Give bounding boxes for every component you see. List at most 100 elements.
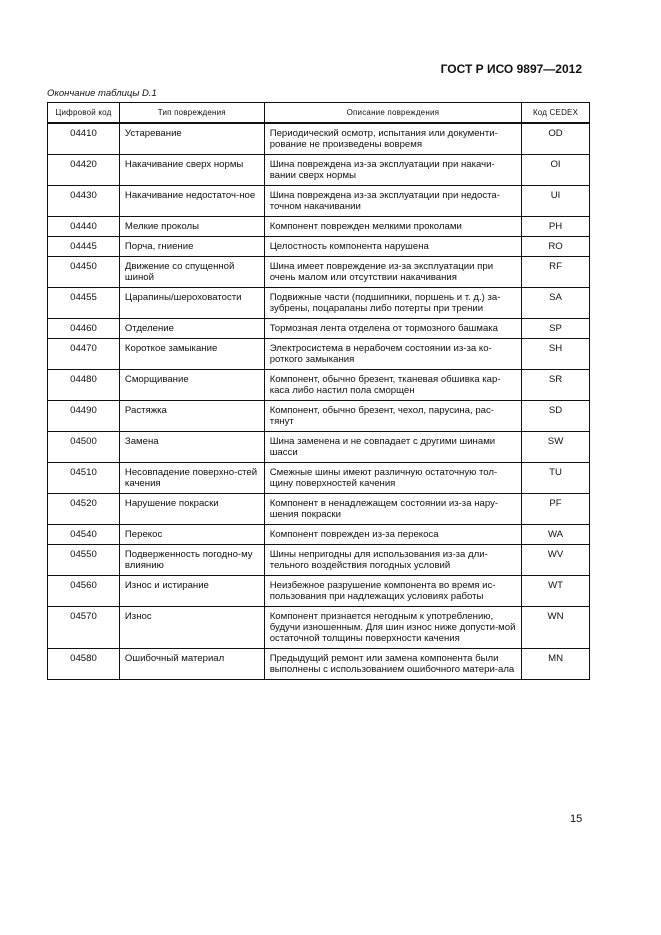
- code-cell: 04500: [47, 431, 120, 463]
- type-cell: Ошибочный материал: [118, 648, 265, 680]
- cedex-cell: WV: [521, 544, 590, 576]
- column-header: Код CEDEX: [521, 102, 590, 124]
- description-cell: Компонент, обычно брезент, тканевая обши…: [263, 369, 523, 401]
- type-cell: Замена: [118, 431, 265, 463]
- table-row: 04510 Несовпадение поверхно-стей качения С…: [47, 462, 590, 494]
- code-cell: 04540: [47, 524, 120, 545]
- description-cell: Подвижные части (подшипники, поршень и т…: [263, 287, 523, 319]
- table-row: 04550 Подверженность погодно-му влиянию Ши…: [47, 544, 590, 576]
- type-cell: Движение со спущенной шиной: [118, 256, 265, 288]
- cedex-cell: SA: [521, 287, 590, 319]
- description-cell: Тормозная лента отделена от тормозного б…: [263, 318, 523, 339]
- table-row: 04580 Ошибочный материал Предыдущий ремонт…: [47, 648, 590, 680]
- description-cell: Компонент признается негодным к употребл…: [263, 606, 523, 649]
- cedex-cell: OD: [521, 122, 590, 155]
- type-cell: Отделение: [118, 318, 265, 339]
- cedex-cell: TU: [521, 462, 590, 494]
- type-cell: Подверженность погодно-му влиянию: [118, 544, 265, 576]
- cedex-cell: WN: [521, 606, 590, 649]
- code-cell: 04445: [47, 236, 120, 257]
- type-cell: Накачивание сверх нормы: [118, 154, 265, 186]
- cedex-cell: WT: [521, 575, 590, 607]
- cedex-cell: OI: [521, 154, 590, 186]
- description-cell: Электросистема в нерабочем состоянии из-…: [263, 338, 523, 370]
- description-cell: Компонент, обычно брезент, чехол, паруси…: [263, 400, 523, 432]
- type-cell: Износ и истирание: [118, 575, 265, 607]
- cedex-cell: WA: [521, 524, 590, 545]
- table-row: 04410 Устаревание Периодический осмотр, ис…: [47, 122, 590, 155]
- cedex-cell: PH: [521, 216, 590, 237]
- description-cell: Шины непригодны для использования из-за …: [263, 544, 523, 576]
- type-cell: Износ: [118, 606, 265, 649]
- cedex-cell: SD: [521, 400, 590, 432]
- column-header: Цифровой код: [47, 102, 120, 124]
- code-cell: 04570: [47, 606, 120, 649]
- description-cell: Компонент в ненадлежащем состоянии из-за…: [263, 493, 523, 525]
- cedex-cell: SR: [521, 369, 590, 401]
- table-row: 04455 Царапины/шероховатости Подвижные час…: [47, 287, 590, 319]
- code-cell: 04580: [47, 648, 120, 680]
- description-cell: Шина заменена и не совпадает с другими ш…: [263, 431, 523, 463]
- description-cell: Периодический осмотр, испытания или доку…: [263, 122, 523, 155]
- cedex-cell: UI: [521, 185, 590, 217]
- code-cell: 04420: [47, 154, 120, 186]
- code-cell: 04560: [47, 575, 120, 607]
- description-cell: Шина повреждена из-за эксплуатации при н…: [263, 154, 523, 186]
- cedex-cell: MN: [521, 648, 590, 680]
- cedex-cell: SW: [521, 431, 590, 463]
- type-cell: Порча, гниение: [118, 236, 265, 257]
- table-row: 04480 Сморщивание Компонент, обычно брезен…: [47, 369, 590, 401]
- table-row: 04440 Мелкие проколы Компонент поврежден м…: [47, 216, 590, 237]
- damage-codes-table: Цифровой код Тип повреждения Описание по…: [47, 102, 590, 680]
- column-header: Тип повреждения: [118, 102, 265, 124]
- code-cell: 04510: [47, 462, 120, 494]
- type-cell: Накачивание недостаточ-ное: [118, 185, 265, 217]
- type-cell: Сморщивание: [118, 369, 265, 401]
- document-header: ГОСТ Р ИСО 9897—2012: [440, 62, 582, 76]
- table-row: 04450 Движение со спущенной шиной Шина име…: [47, 256, 590, 288]
- description-cell: Компонент поврежден из-за перекоса: [263, 524, 523, 545]
- type-cell: Несовпадение поверхно-стей качения: [118, 462, 265, 494]
- table-caption: Окончание таблицы D.1: [47, 88, 157, 99]
- table-row: 04500 Замена Шина заменена и не совпадает …: [47, 431, 590, 463]
- table-row: 04420 Накачивание сверх нормы Шина поврежд…: [47, 154, 590, 186]
- table-row: 04520 Нарушение покраски Компонент в ненад…: [47, 493, 590, 525]
- page-number: 15: [570, 813, 583, 825]
- description-cell: Шина имеет повреждение из-за эксплуатаци…: [263, 256, 523, 288]
- cedex-cell: SP: [521, 318, 590, 339]
- code-cell: 04490: [47, 400, 120, 432]
- table-row: 04445 Порча, гниение Целостность компонент…: [47, 236, 590, 257]
- code-cell: 04410: [47, 122, 120, 155]
- table-row: 04540 Перекос Компонент поврежден из-за пе…: [47, 524, 590, 545]
- type-cell: Царапины/шероховатости: [118, 287, 265, 319]
- code-cell: 04440: [47, 216, 120, 237]
- type-cell: Растяжка: [118, 400, 265, 432]
- table-row: 04430 Накачивание недостаточ-ное Шина повр…: [47, 185, 590, 217]
- cedex-cell: SH: [521, 338, 590, 370]
- table-row: 04470 Короткое замыкание Электросистема в …: [47, 338, 590, 370]
- table-row: 04570 Износ Компонент признается негодным …: [47, 606, 590, 649]
- table-row: 04560 Износ и истирание Неизбежное разруше…: [47, 575, 590, 607]
- column-header: Описание повреждения: [263, 102, 523, 124]
- type-cell: Нарушение покраски: [118, 493, 265, 525]
- type-cell: Мелкие проколы: [118, 216, 265, 237]
- cedex-cell: RO: [521, 236, 590, 257]
- table-row: 04460 Отделение Тормозная лента отделена о…: [47, 318, 590, 339]
- type-cell: Перекос: [118, 524, 265, 545]
- code-cell: 04470: [47, 338, 120, 370]
- cedex-cell: RF: [521, 256, 590, 288]
- code-cell: 04460: [47, 318, 120, 339]
- description-cell: Неизбежное разрушение компонента во врем…: [263, 575, 523, 607]
- cedex-cell: PF: [521, 493, 590, 525]
- description-cell: Предыдущий ремонт или замена компонента …: [263, 648, 523, 680]
- table-row: 04490 Растяжка Компонент, обычно брезент, …: [47, 400, 590, 432]
- description-cell: Целостность компонента нарушена: [263, 236, 523, 257]
- code-cell: 04550: [47, 544, 120, 576]
- code-cell: 04520: [47, 493, 120, 525]
- table-header-row: Цифровой код Тип повреждения Описание по…: [47, 102, 590, 124]
- code-cell: 04455: [47, 287, 120, 319]
- code-cell: 04430: [47, 185, 120, 217]
- description-cell: Смежные шины имеют различную остаточную …: [263, 462, 523, 494]
- description-cell: Шина повреждена из-за эксплуатации при н…: [263, 185, 523, 217]
- description-cell: Компонент поврежден мелкими проколами: [263, 216, 523, 237]
